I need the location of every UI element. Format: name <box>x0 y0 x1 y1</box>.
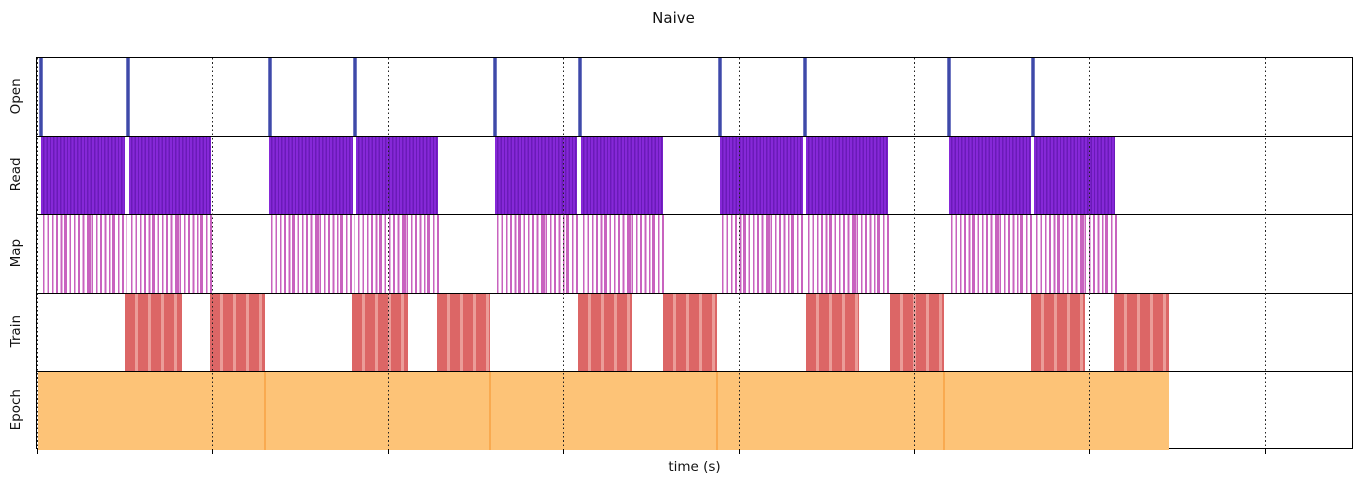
train-interval-bar <box>437 293 490 372</box>
open-event-marker <box>353 58 357 137</box>
gridline <box>914 58 915 448</box>
train-interval-bar <box>125 293 182 372</box>
epoch-boundary-line <box>943 371 945 450</box>
map-interval-bar <box>497 214 579 294</box>
train-interval-bar <box>210 293 265 372</box>
open-event-marker <box>1031 58 1035 137</box>
row-label-read: Read <box>8 157 24 192</box>
read-interval-bar <box>356 136 438 215</box>
read-interval-bar <box>495 136 577 215</box>
open-event-marker <box>268 58 272 137</box>
row-separator <box>37 371 1352 373</box>
map-interval-bar <box>43 214 127 294</box>
map-interval-bar <box>358 214 441 294</box>
map-interval-bar <box>951 214 1033 294</box>
read-interval-bar <box>1034 136 1115 215</box>
row-label-epoch: Epoch <box>8 389 24 431</box>
read-interval-bar <box>949 136 1031 215</box>
row-separator <box>37 292 1352 294</box>
axis-tick <box>388 449 390 454</box>
map-interval-bar <box>583 214 666 294</box>
open-event-marker <box>578 58 582 137</box>
axis-tick <box>37 449 39 454</box>
x-axis-label: time (s) <box>668 459 721 475</box>
train-interval-bar <box>352 293 408 372</box>
read-interval-bar <box>581 136 663 215</box>
gridline <box>388 58 389 448</box>
lane-open <box>37 58 1352 137</box>
axis-tick <box>212 449 214 454</box>
map-interval-bar <box>131 214 213 294</box>
axis-tick <box>1265 449 1267 454</box>
open-event-marker <box>126 58 130 137</box>
map-interval-bar <box>808 214 891 294</box>
lane-train <box>37 293 1352 372</box>
gridline <box>212 58 213 448</box>
gridline <box>37 58 38 448</box>
lane-map <box>37 214 1352 294</box>
open-event-marker <box>947 58 951 137</box>
open-event-marker <box>803 58 807 137</box>
map-interval-bar <box>271 214 355 294</box>
map-interval-bar <box>722 214 805 294</box>
open-event-marker <box>39 58 43 137</box>
epoch-boundary-line <box>489 371 491 450</box>
train-interval-bar <box>806 293 859 372</box>
read-interval-bar <box>269 136 353 215</box>
row-separator <box>37 135 1352 137</box>
axis-tick <box>739 449 741 454</box>
epoch-interval-bar <box>38 371 1169 450</box>
epoch-boundary-line <box>716 371 718 450</box>
row-label-open: Open <box>8 78 24 115</box>
gridline <box>739 58 740 448</box>
lane-epoch <box>37 371 1352 450</box>
row-label-train: Train <box>8 315 24 348</box>
epoch-boundary-line <box>264 371 266 450</box>
read-interval-bar <box>129 136 211 215</box>
open-event-marker <box>493 58 497 137</box>
gridline <box>563 58 564 448</box>
train-interval-bar <box>663 293 717 372</box>
row-label-map: Map <box>8 238 24 268</box>
plot-area <box>36 57 1353 454</box>
lane-read <box>37 136 1352 215</box>
row-separator <box>37 214 1352 216</box>
train-interval-bar <box>1031 293 1085 372</box>
map-interval-bar <box>1036 214 1118 294</box>
gridline <box>1089 58 1090 448</box>
read-interval-bar <box>41 136 125 215</box>
axis-tick <box>1089 449 1091 454</box>
read-interval-bar <box>720 136 803 215</box>
axis-tick <box>563 449 565 454</box>
train-interval-bar <box>1114 293 1169 372</box>
train-interval-bar <box>578 293 632 372</box>
gridline <box>1265 58 1266 448</box>
axis-tick <box>914 449 916 454</box>
open-event-marker <box>718 58 722 137</box>
read-interval-bar <box>806 136 888 215</box>
chart-title: Naive <box>652 9 695 27</box>
train-interval-bar <box>890 293 944 372</box>
